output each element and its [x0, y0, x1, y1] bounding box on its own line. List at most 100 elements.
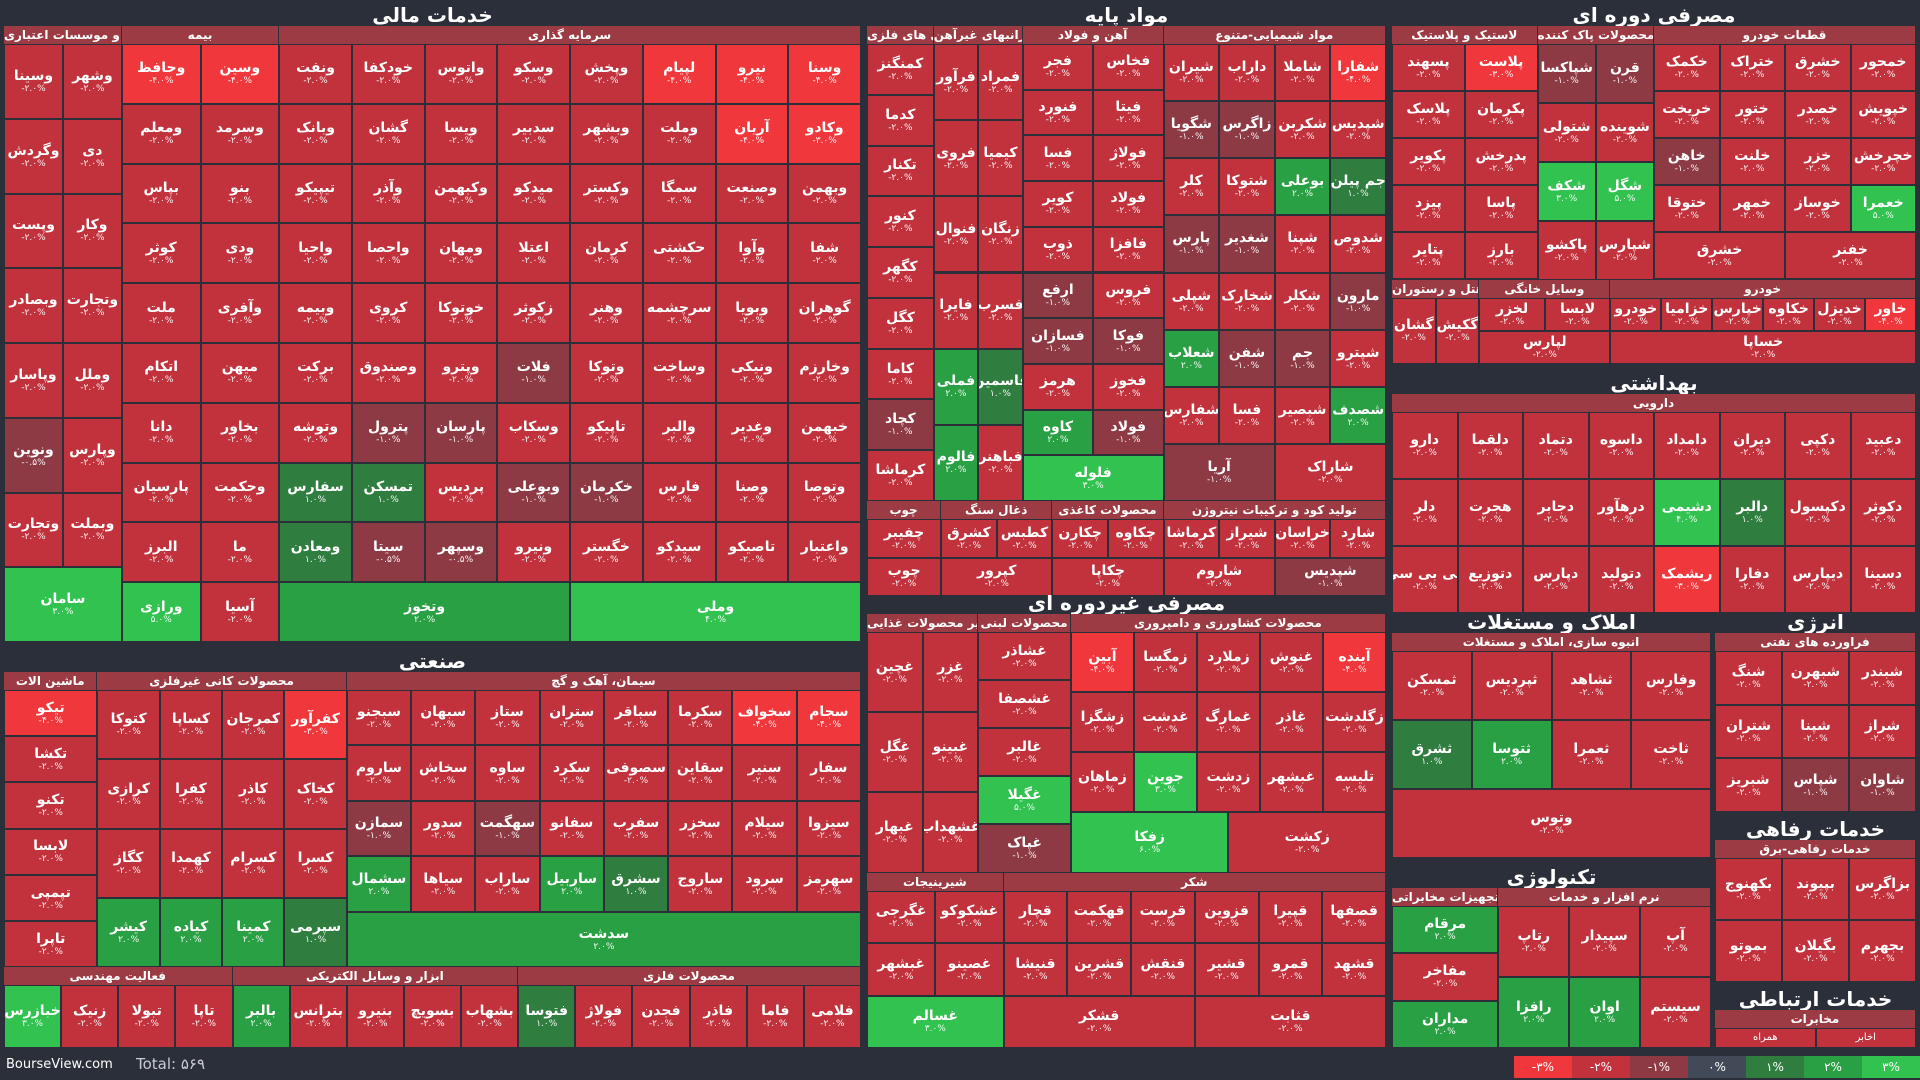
stock-tile[interactable]: مفاخر -۲.۰% [1392, 953, 1499, 1001]
stock-tile[interactable]: تاپرا -۲.۰% [4, 921, 98, 968]
stock-tile[interactable]: زکوثر -۲.۰% [497, 283, 571, 343]
stock-tile[interactable]: درهآور -۲.۰% [1588, 479, 1654, 546]
stock-tile[interactable]: ملت -۲.۰% [121, 283, 201, 343]
stock-tile[interactable]: دلر -۲.۰% [1392, 479, 1458, 546]
stock-tile[interactable]: وبملت -۲.۰% [62, 492, 122, 568]
stock-tile[interactable]: سدشت ۲.۰% [346, 911, 861, 968]
stock-tile[interactable]: فروس -۲.۰% [1093, 272, 1164, 319]
stock-tile[interactable]: شکف ۳.۰% [1537, 161, 1596, 221]
stock-tile[interactable]: غگیلا ۵.۰% [978, 776, 1071, 825]
stock-tile[interactable]: شیراز -۲.۰% [1219, 519, 1275, 558]
stock-tile[interactable]: شعلاب ۲.۰% [1163, 329, 1220, 387]
stock-tile[interactable]: آریا -۱.۰% [1163, 443, 1275, 501]
stock-tile[interactable]: ودی -۲.۰% [200, 223, 280, 284]
stock-tile[interactable]: کساپا -۲.۰% [159, 690, 223, 760]
stock-tile[interactable]: وآوا -۲.۰% [715, 223, 789, 284]
stock-tile[interactable]: غشهداب -۲.۰% [922, 792, 979, 873]
stock-tile[interactable]: وبصادر -۲.۰% [4, 268, 63, 343]
stock-tile[interactable]: کهمدا -۲.۰% [159, 828, 223, 899]
stock-tile[interactable]: قصفها -۲.۰% [1322, 890, 1386, 944]
stock-tile[interactable]: فلامی -۲.۰% [803, 985, 861, 1048]
stock-tile[interactable]: سفرب -۲.۰% [603, 800, 669, 857]
stock-tile[interactable]: وبشهر -۲.۰% [570, 103, 643, 164]
stock-tile[interactable]: غدشت -۲.۰% [1133, 692, 1197, 753]
stock-tile[interactable]: فیتا -۲.۰% [1093, 89, 1164, 136]
stock-tile[interactable]: فنوال -۲.۰% [933, 196, 979, 273]
stock-tile[interactable]: کاوه ۲.۰% [1022, 409, 1094, 456]
stock-tile[interactable]: بنیرو -۲.۰% [346, 985, 404, 1048]
stock-tile[interactable]: آینده -۴.۰% [1322, 632, 1386, 693]
stock-tile[interactable]: وکبهمن -۲.۰% [424, 163, 498, 224]
stock-tile[interactable]: خگستر -۲.۰% [570, 522, 643, 583]
stock-tile[interactable]: بوعلی ۲.۰% [1274, 158, 1331, 216]
stock-tile[interactable]: پاکشو -۲.۰% [1537, 220, 1596, 280]
stock-tile[interactable]: قشرین -۲.۰% [1067, 943, 1132, 996]
stock-tile[interactable]: وآذر -۲.۰% [351, 163, 425, 224]
stock-tile[interactable]: وتوس -۲.۰% [1392, 789, 1711, 858]
stock-tile[interactable]: خمهر -۲.۰% [1719, 185, 1785, 233]
stock-tile[interactable]: خریخت -۲.۰% [1654, 91, 1720, 139]
stock-tile[interactable]: تکنار -۲.۰% [867, 145, 934, 197]
stock-tile[interactable]: سکرما -۲.۰% [668, 690, 733, 746]
stock-tile[interactable]: سیزوا -۲.۰% [796, 800, 861, 857]
stock-tile[interactable]: کیشر ۲.۰% [97, 898, 160, 968]
stock-tile[interactable]: پسهند -۲.۰% [1392, 44, 1465, 92]
stock-tile[interactable]: قرست -۲.۰% [1131, 890, 1195, 944]
stock-tile[interactable]: همراه-۲.۰% [1715, 1028, 1816, 1048]
stock-tile[interactable]: زگلدشت -۲.۰% [1322, 692, 1386, 753]
stock-tile[interactable]: سیلام -۲.۰% [732, 800, 797, 857]
stock-tile[interactable]: وحافظ -۴.۰% [121, 44, 201, 104]
stock-tile[interactable]: ثشرق ۱.۰% [1392, 720, 1472, 789]
stock-tile[interactable]: غشکوکو -۲.۰% [935, 890, 1004, 944]
stock-tile[interactable]: وصندوق -۲.۰% [351, 343, 425, 403]
stock-tile[interactable]: کوثر -۲.۰% [121, 223, 201, 284]
stock-tile[interactable]: کدما -۲.۰% [867, 94, 934, 146]
stock-tile[interactable]: شصدف ۲.۰% [1330, 386, 1386, 444]
stock-tile[interactable]: قپیرا -۲.۰% [1258, 890, 1323, 944]
stock-tile[interactable]: برکت -۲.۰% [279, 343, 352, 403]
stock-tile[interactable]: بزاگرس -۲.۰% [1849, 858, 1916, 920]
stock-tile[interactable]: خودکفا -۲.۰% [351, 44, 425, 104]
stock-tile[interactable]: وتجارت -۲.۰% [62, 268, 122, 343]
stock-tile[interactable]: خکاوه -۲.۰% [1763, 297, 1815, 331]
stock-tile[interactable]: دپارس -۲.۰% [1523, 546, 1589, 613]
stock-tile[interactable]: بسویچ -۲.۰% [403, 985, 462, 1048]
stock-tile[interactable]: ونیرو -۲.۰% [497, 522, 571, 583]
stock-tile[interactable]: غشصفا -۲.۰% [978, 680, 1071, 729]
stock-tile[interactable]: آسیا -۲.۰% [200, 582, 280, 642]
stock-tile[interactable]: فملی ۲.۰% [933, 348, 979, 425]
stock-tile[interactable]: ثاخت -۲.۰% [1631, 720, 1711, 789]
stock-tile[interactable]: سیدکو -۲.۰% [642, 522, 716, 583]
stock-tile[interactable]: شخارک -۲.۰% [1219, 272, 1275, 330]
stock-tile[interactable]: قشیر -۲.۰% [1194, 943, 1259, 996]
stock-tile[interactable]: وکستر -۲.۰% [570, 163, 643, 224]
stock-tile[interactable]: وتوشه -۲.۰% [279, 402, 352, 463]
stock-tile[interactable]: قنقش -۲.۰% [1131, 943, 1195, 996]
stock-tile[interactable]: سفانو -۲.۰% [539, 800, 604, 857]
stock-tile[interactable]: شفا -۲.۰% [788, 223, 861, 284]
stock-tile[interactable]: گشان -۲.۰% [1392, 297, 1436, 364]
stock-tile[interactable]: کطبس -۲.۰% [996, 519, 1053, 558]
stock-tile[interactable]: شفارا -۴.۰% [1330, 44, 1386, 102]
stock-tile[interactable]: تپمپی -۲.۰% [4, 874, 98, 922]
stock-tile[interactable]: شاوان -۱.۰% [1849, 758, 1916, 812]
stock-tile[interactable]: تاپا -۲.۰% [175, 985, 233, 1048]
stock-tile[interactable]: غبشهر -۲.۰% [1259, 752, 1323, 813]
stock-tile[interactable]: وحکمت -۲.۰% [200, 462, 280, 523]
stock-tile[interactable]: فسرب -۲.۰% [978, 272, 1023, 349]
stock-tile[interactable]: فتوسا ۱.۰% [518, 985, 576, 1048]
stock-tile[interactable]: شفارس -۲.۰% [1163, 386, 1220, 444]
stock-tile[interactable]: وهنر -۲.۰% [570, 283, 643, 343]
stock-tile[interactable]: بنو -۲.۰% [200, 163, 280, 224]
stock-tile[interactable]: خزر -۲.۰% [1785, 138, 1851, 186]
stock-tile[interactable]: وغدیر -۲.۰% [715, 402, 789, 463]
stock-tile[interactable]: شارد -۲.۰% [1330, 519, 1386, 558]
stock-tile[interactable]: ثتوسا ۲.۰% [1471, 720, 1552, 789]
stock-tile[interactable]: داسوه -۲.۰% [1588, 412, 1654, 479]
stock-tile[interactable]: سفارس ۱.۰% [279, 462, 352, 523]
stock-tile[interactable]: فولاد -۱.۰% [1093, 409, 1164, 456]
stock-tile[interactable]: شدوص -۲.۰% [1330, 215, 1386, 273]
stock-tile[interactable]: تکنو -۲.۰% [4, 782, 98, 829]
stock-tile[interactable]: وپترو -۲.۰% [424, 343, 498, 403]
stock-tile[interactable]: شراز -۲.۰% [1849, 704, 1916, 759]
